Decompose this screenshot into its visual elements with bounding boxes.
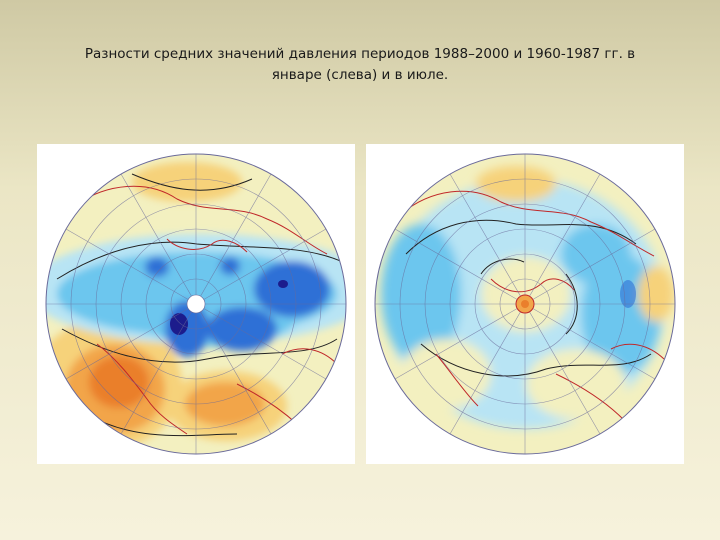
slide-title-line-2: январе (слева) и в июле. [271, 67, 449, 83]
july-map-graphic [374, 153, 676, 455]
january-pressure-fields [46, 154, 346, 454]
slide-title: Разности средних значений давления перио… [40, 44, 680, 86]
slide-title-line-1: Разности средних значений давления перио… [84, 46, 636, 62]
july-pressure-map [366, 144, 684, 464]
january-map-graphic [45, 153, 347, 455]
january-pressure-map [37, 144, 355, 464]
july-pressure-fields [375, 154, 675, 454]
